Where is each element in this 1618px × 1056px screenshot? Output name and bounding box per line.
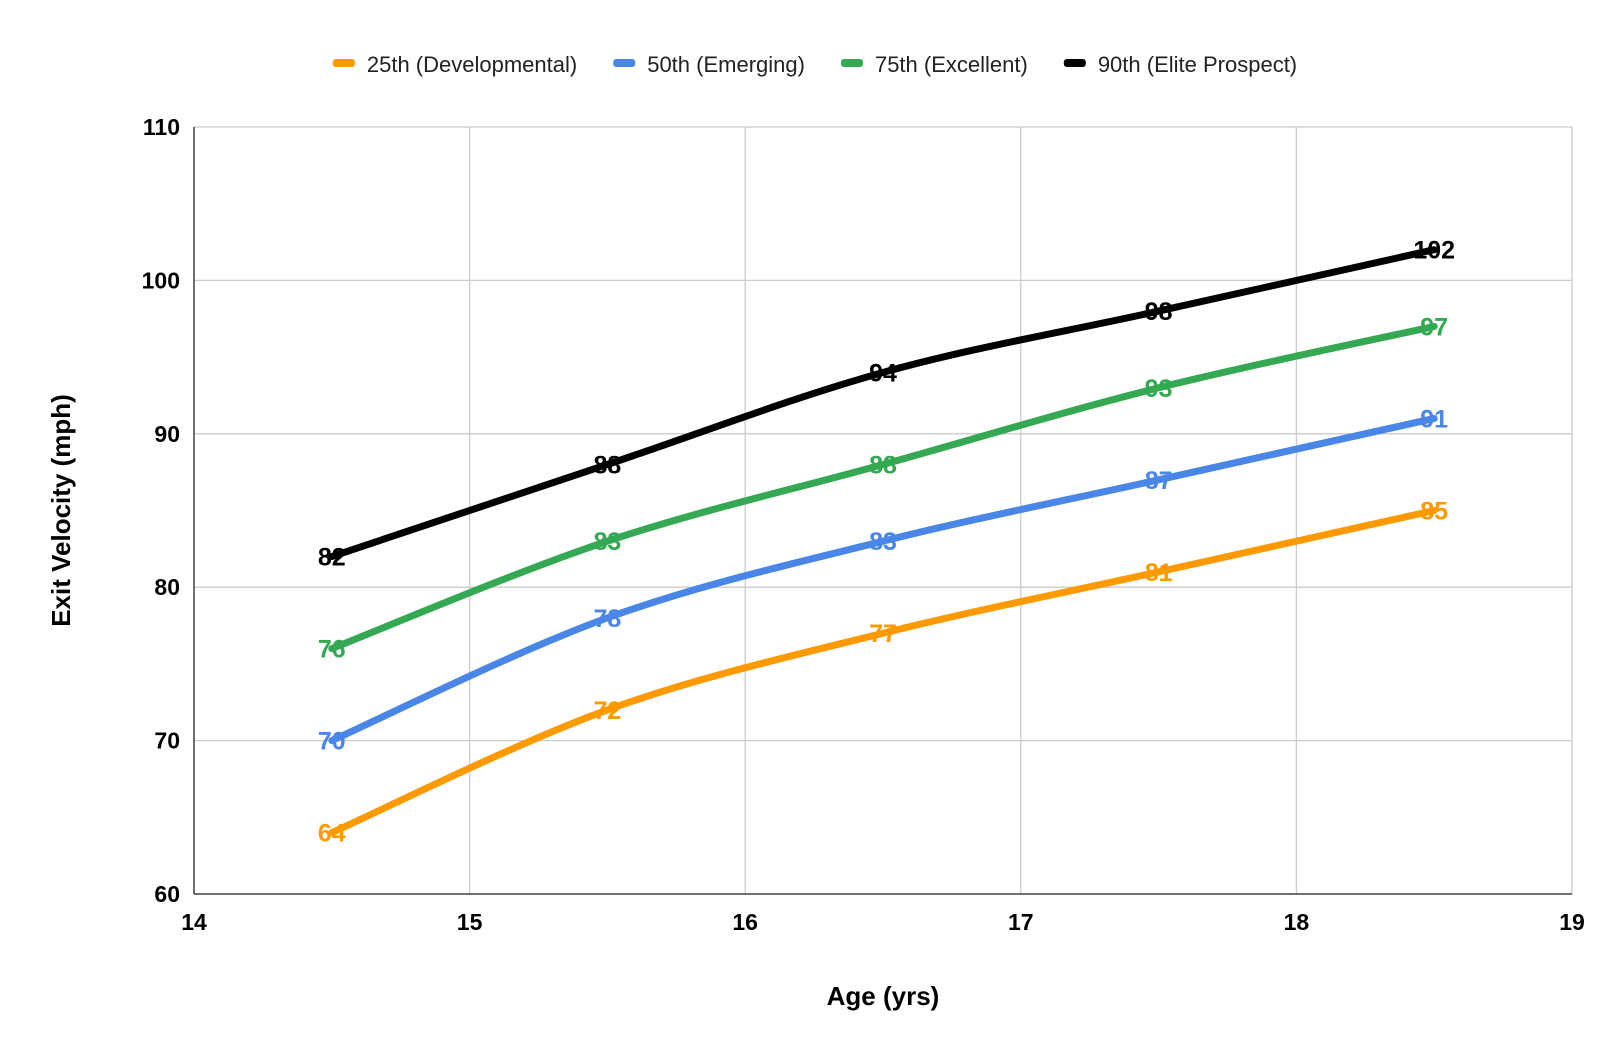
x-tick-label: 18 — [1284, 909, 1310, 935]
legend-swatch — [613, 59, 636, 67]
data-label: 82 — [318, 544, 346, 572]
data-label: 81 — [1145, 559, 1173, 587]
data-label: 70 — [318, 728, 346, 756]
x-tick-label: 17 — [1008, 909, 1034, 935]
series-line-3 — [328, 322, 1438, 653]
legend-label: 50th (Emerging) — [647, 52, 805, 77]
data-label: 72 — [593, 697, 621, 725]
legend: 25th (Developmental) 50th (Emerging) 75th … — [332, 52, 1297, 77]
data-label: 76 — [318, 636, 346, 664]
legend-label: 75th (Excellent) — [875, 52, 1028, 77]
y-tick-label: 70 — [154, 728, 180, 754]
data-label: 83 — [593, 528, 621, 556]
x-axis-title: Age (yrs) — [827, 981, 940, 1011]
data-label: 83 — [869, 528, 897, 556]
series-line-2 — [328, 414, 1438, 745]
legend-item-4: 90th (Elite Prospect) — [1063, 52, 1297, 77]
data-label: 88 — [869, 451, 897, 479]
series-line-1 — [328, 507, 1438, 837]
data-label: 91 — [1420, 405, 1448, 433]
legend-label: 25th (Developmental) — [367, 52, 577, 77]
data-label: 97 — [1420, 313, 1448, 341]
y-tick-label: 100 — [142, 267, 180, 293]
y-tick-label: 80 — [154, 574, 180, 600]
series-line-4 — [328, 246, 1438, 561]
data-label: 93 — [1145, 375, 1173, 403]
legend-swatch — [332, 59, 355, 67]
x-tick-label: 16 — [732, 909, 758, 935]
y-tick-label: 110 — [143, 114, 180, 140]
data-label: 77 — [869, 620, 897, 648]
legend-swatch — [1063, 59, 1086, 67]
series-lines — [328, 246, 1438, 837]
y-axis-title: Exit Velocity (mph) — [46, 394, 76, 627]
y-tick-label: 90 — [154, 421, 180, 447]
x-tick-label: 19 — [1559, 909, 1585, 935]
data-label: 85 — [1420, 498, 1448, 526]
x-tick-label: 15 — [457, 909, 483, 935]
data-label: 87 — [1145, 467, 1173, 495]
x-tick-label: 14 — [181, 909, 207, 935]
legend-item-1: 25th (Developmental) — [332, 52, 577, 77]
grid-lines — [193, 126, 1573, 895]
data-label: 94 — [869, 359, 897, 387]
data-label: 98 — [1145, 298, 1173, 326]
data-label: 78 — [593, 605, 621, 633]
legend-swatch — [840, 59, 863, 67]
data-labels: 64 72 77 81 85 70 78 83 87 91 76 83 88 93 97 82 88 94 98 10… — [318, 237, 1455, 848]
legend-label: 90th (Elite Prospect) — [1098, 52, 1297, 77]
legend-item-2: 50th (Emerging) — [613, 52, 805, 77]
data-label: 64 — [318, 820, 346, 848]
axes: 14 15 16 17 18 19 60 70 80 90 100 110 — [142, 114, 1585, 935]
y-tick-label: 60 — [154, 881, 180, 907]
data-label: 88 — [593, 451, 621, 479]
data-label: 102 — [1413, 237, 1455, 265]
legend-item-3: 75th (Excellent) — [840, 52, 1028, 77]
